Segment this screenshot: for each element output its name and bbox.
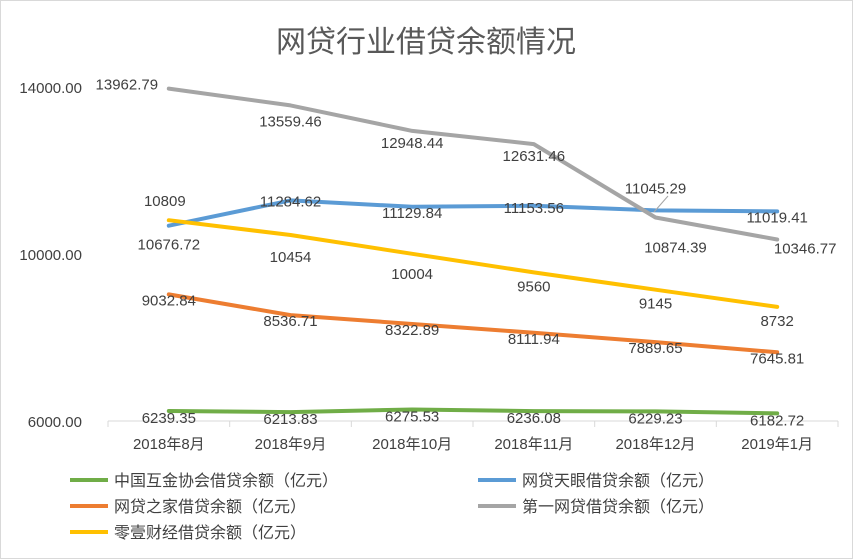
data-label: 7645.81 [750, 350, 804, 367]
legend-item-1: 中国互金协会借贷余额（亿元） [70, 471, 338, 490]
data-label: 11019.41 [746, 209, 807, 226]
data-label: 13559.46 [259, 113, 322, 130]
series-line-2 [166, 198, 780, 228]
legend-label: 中国互金协会借贷余额（亿元） [114, 471, 338, 490]
data-label: 8322.89 [385, 322, 439, 339]
data-label: 6275.53 [385, 408, 439, 425]
data-label: 10809 [144, 193, 186, 210]
data-label: 9560 [517, 278, 550, 295]
data-label: 10454 [270, 249, 312, 266]
y-tick-label: 10000.00 [19, 247, 82, 264]
x-tick-label: 2018年10月 [372, 436, 452, 453]
series-line-3 [166, 292, 780, 355]
data-label: 12948.44 [381, 135, 444, 152]
legend-label: 网贷之家借贷余额（亿元） [114, 497, 306, 516]
legend-item-4: 第一网贷借贷余额（亿元） [478, 497, 714, 516]
x-tick-label: 2018年12月 [615, 436, 695, 453]
y-tick-label: 6000.00 [28, 414, 82, 431]
data-label: 8536.71 [263, 313, 317, 330]
label-leader-line [653, 195, 669, 213]
series-line-1 [166, 407, 780, 416]
data-label: 6213.83 [263, 411, 317, 428]
legend-label: 第一网贷借贷余额（亿元） [522, 497, 714, 516]
data-label: 10676.72 [138, 237, 201, 254]
legend-label: 网贷天眼借贷余额（亿元） [522, 471, 714, 490]
data-label: 6229.23 [628, 410, 682, 427]
y-tick-label: 14000.00 [19, 80, 82, 97]
data-label: 11129.84 [382, 205, 442, 222]
data-label: 6236.08 [507, 410, 561, 427]
data-label: 6239.35 [142, 410, 196, 427]
data-label: 11153.56 [504, 200, 564, 217]
data-label: 9032.84 [142, 292, 196, 309]
data-label: 10874.39 [644, 239, 707, 256]
data-label: 10004 [391, 266, 433, 283]
data-label: 8111.94 [508, 331, 560, 348]
legend-label: 零壹财经借贷余额（亿元） [114, 523, 306, 542]
chart-title: 网贷行业借贷余额情况 [276, 26, 576, 59]
series-line-4 [166, 86, 780, 242]
data-label: 6182.72 [750, 412, 804, 429]
x-tick-label: 2018年8月 [133, 436, 205, 453]
legend-item-2: 网贷天眼借贷余额（亿元） [478, 471, 714, 490]
data-label: 12631.46 [503, 148, 566, 165]
series-line-5 [166, 218, 780, 309]
legend-item-5: 零壹财经借贷余额（亿元） [70, 523, 306, 542]
data-label: 11284.62 [260, 193, 321, 210]
data-label: 11045.29 [625, 180, 686, 197]
data-label: 9145 [639, 296, 672, 313]
x-tick-label: 2018年9月 [255, 436, 327, 453]
data-label: 13962.79 [96, 77, 159, 94]
data-label: 7889.65 [628, 340, 682, 357]
data-label: 8732 [760, 313, 793, 330]
x-tick-label: 2019年1月 [741, 436, 813, 453]
x-tick-label: 2018年11月 [494, 436, 573, 453]
data-label: 10346.77 [774, 241, 837, 258]
legend-item-3: 网贷之家借贷余额（亿元） [70, 497, 306, 516]
